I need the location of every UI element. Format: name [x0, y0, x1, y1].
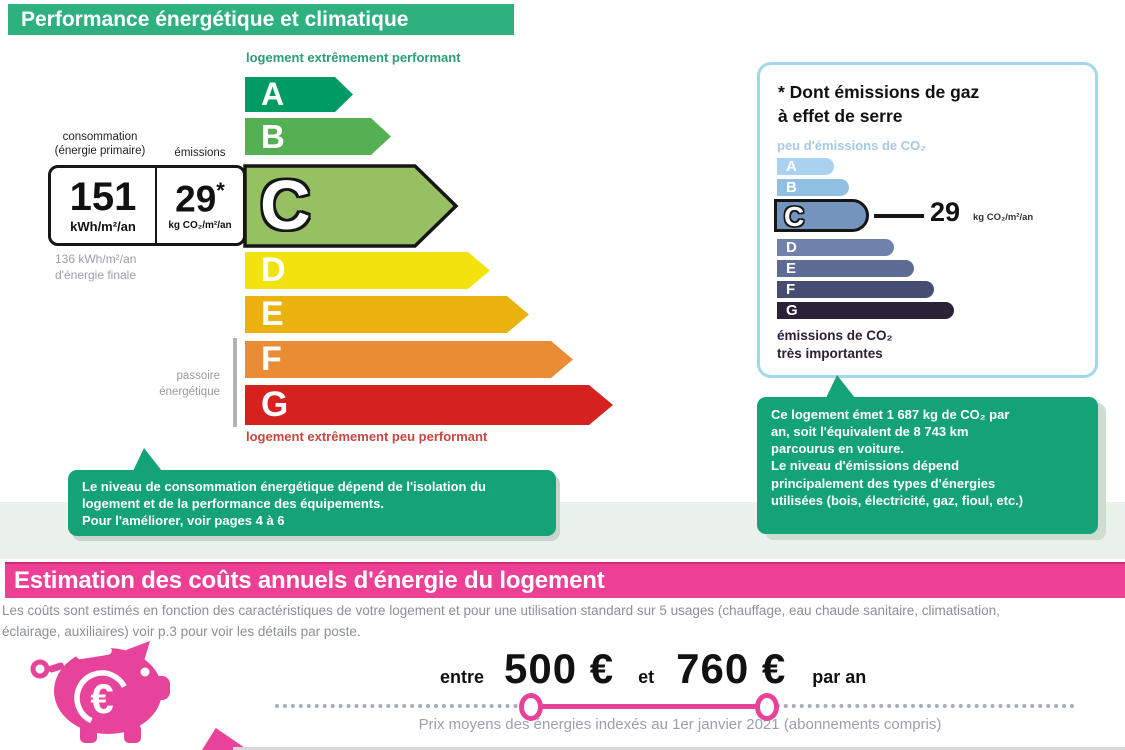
costs-description-line2: éclairage, auxiliaires) voir p.3 pour vo…	[2, 623, 361, 639]
ges-unit: kg CO₂/m²/an	[973, 212, 1034, 223]
et-label: et	[638, 667, 655, 687]
consumption-label-line1: consommation	[62, 131, 138, 143]
consumption-label: consommation (énergie primaire)	[40, 130, 160, 159]
per-year-label: par an	[812, 667, 867, 687]
consumption-cell: 151 kWh/m²/an	[51, 168, 155, 243]
consumption-value: 151	[69, 175, 137, 219]
cost-max-knob	[755, 693, 779, 721]
ges-low-label: peu d'émissions de CO₂	[777, 138, 927, 153]
left-callout-pointer	[133, 448, 162, 471]
ges-bar-g: G	[777, 302, 954, 319]
entre-label: entre	[440, 667, 485, 687]
final-energy-line2: d'énergie finale	[55, 267, 137, 282]
energy-bar-f: F	[245, 341, 573, 378]
emissions-asterisk: *	[216, 177, 225, 203]
ges-bar-d: D	[777, 239, 894, 256]
scale-top-label: logement extrêmement performant	[246, 50, 461, 65]
ges-high-line2: très importantes	[777, 346, 883, 362]
emissions-label: émissions	[174, 147, 226, 159]
energy-bar-b-letter: B	[261, 117, 285, 155]
ges-bar-e: E	[777, 260, 914, 277]
energy-bar-c-letter: C	[260, 166, 311, 244]
passoire-label-line1: passoire	[176, 370, 220, 382]
right-callout-line3: parcourus en voiture.	[771, 441, 904, 457]
right-callout-line4: Le niveau d'émissions dépend	[771, 458, 960, 474]
left-callout-line3: Pour l'améliorer, voir pages 4 à 6	[82, 513, 285, 529]
final-energy-line1: 136 kWh/m²/an	[55, 252, 137, 266]
consumption-unit: kWh/m²/an	[70, 219, 136, 234]
left-callout-line1: Le niveau de consommation énergétique dé…	[82, 479, 486, 494]
emissions-number: 29	[175, 178, 217, 220]
costs-description: Les coûts sont estimés en fonction des c…	[2, 601, 1125, 643]
ges-bar-c-letter: C	[784, 201, 805, 232]
right-callout-line1: Ce logement émet 1 687 kg de CO₂ par	[771, 407, 1010, 422]
ges-bar-a: A	[777, 158, 834, 175]
right-callout-line2: an, soit l'équivalent de 8 743 km	[771, 424, 969, 440]
right-callout: Ce logement émet 1 687 kg de CO₂ par an,…	[757, 397, 1098, 534]
energy-bar-g: G	[245, 385, 613, 425]
piggy-bank-icon: €	[30, 641, 170, 743]
energy-bar-b: B	[245, 118, 391, 155]
ges-panel-title: * Dont émissions de gaz à effet de serre	[778, 81, 979, 128]
passoire-bracket-rule	[233, 338, 237, 427]
energy-bar-f-letter: F	[261, 340, 282, 378]
cost-min-value: 500 €	[504, 645, 615, 692]
energy-performance-title: Performance énergétique et climatique	[21, 8, 409, 31]
passoire-label: passoire énergétique	[140, 369, 220, 400]
cost-range-row: entre 500 € et 760 € par an	[440, 645, 866, 693]
ges-title-line2: à effet de serre	[778, 105, 903, 126]
left-callout-line2: logement et de la performance des équipe…	[82, 496, 384, 512]
passoire-label-line2: énergétique	[159, 385, 220, 398]
ges-high-line1: émissions de CO₂	[777, 328, 893, 343]
energy-bar-a-letter: A	[261, 76, 285, 112]
scale-bottom-label: logement extrêmement peu performant	[246, 429, 488, 444]
ges-high-label: émissions de CO₂ très importantes	[777, 327, 893, 363]
ges-panel: * Dont émissions de gaz à effet de serre…	[757, 62, 1098, 378]
cost-range-segment	[531, 704, 767, 709]
costs-title: Estimation des coûts annuels d'énergie d…	[14, 567, 605, 594]
energy-performance-header: Performance énergétique et climatique	[8, 4, 514, 35]
energy-bar-e-letter: E	[261, 295, 284, 333]
cost-min-knob	[519, 693, 543, 721]
energy-bar-d: D	[245, 252, 490, 289]
ges-title-line1: * Dont émissions de gaz	[778, 82, 980, 102]
ges-bar-c-current	[774, 199, 869, 232]
bottom-edge-rule	[233, 747, 1125, 750]
costs-description-line1: Les coûts sont estimés en fonction des c…	[2, 603, 1000, 618]
rating-value-box: 151 kWh/m²/an 29* kg CO₂/m²/an	[48, 165, 246, 246]
energy-bar-d-letter: D	[261, 251, 286, 289]
svg-text:€: €	[90, 675, 113, 722]
ges-value: 29	[930, 197, 961, 227]
emissions-cell: 29* kg CO₂/m²/an	[155, 168, 243, 243]
energy-bar-e: E	[245, 296, 529, 333]
final-energy-note: 136 kWh/m²/an d'énergie finale	[55, 252, 136, 283]
ges-callout-line	[874, 214, 924, 218]
right-callout-pointer	[826, 375, 855, 398]
price-index-footnote: Prix moyens des énergies indexés au 1er …	[418, 716, 942, 733]
right-callout-line6: utilisées (bois, électricité, gaz, fioul…	[771, 492, 1024, 508]
emissions-value: 29*	[175, 177, 225, 220]
right-callout-line5: principalement des types d'énergies	[771, 475, 996, 491]
energy-bar-g-letter: G	[261, 385, 289, 424]
cost-max-value: 760 €	[676, 645, 787, 692]
costs-header: Estimation des coûts annuels d'énergie d…	[5, 562, 1125, 598]
ges-bar-b: B	[777, 179, 849, 196]
left-callout: Le niveau de consommation énergétique dé…	[68, 470, 556, 536]
ges-bar-f: F	[777, 281, 934, 298]
energy-bar-a: A	[245, 77, 353, 112]
consumption-label-line2: (énergie primaire)	[54, 145, 146, 158]
emissions-unit: kg CO₂/m²/an	[168, 220, 232, 232]
